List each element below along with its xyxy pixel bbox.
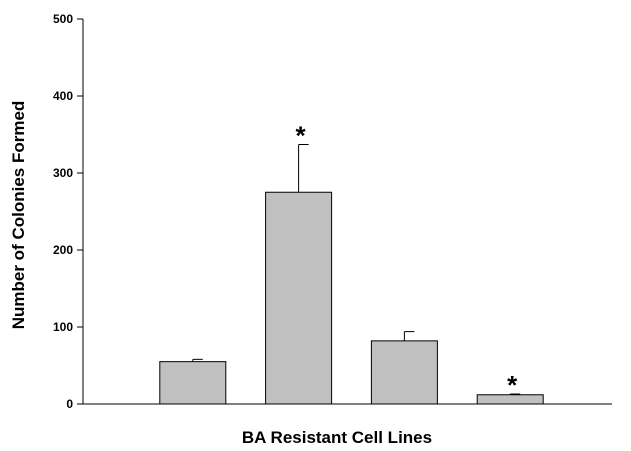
x-axis-title: BA Resistant Cell Lines — [242, 428, 432, 447]
y-tick-label: 200 — [53, 243, 73, 257]
y-tick-label: 500 — [53, 12, 73, 26]
significance-marker: * — [507, 370, 518, 400]
plot-area: 0 100 200 300 400 500 * * — [53, 12, 612, 411]
bar — [370, 340, 438, 405]
y-axis-title: Number of Colonies Formed — [9, 101, 28, 330]
y-tick-label: 300 — [53, 166, 73, 180]
y-tick-label: 100 — [53, 320, 73, 334]
y-tick-label: 400 — [53, 89, 73, 103]
significance-marker: * — [296, 121, 307, 151]
bar — [159, 361, 227, 405]
bar — [265, 191, 333, 405]
y-tick-label: 0 — [66, 397, 73, 411]
